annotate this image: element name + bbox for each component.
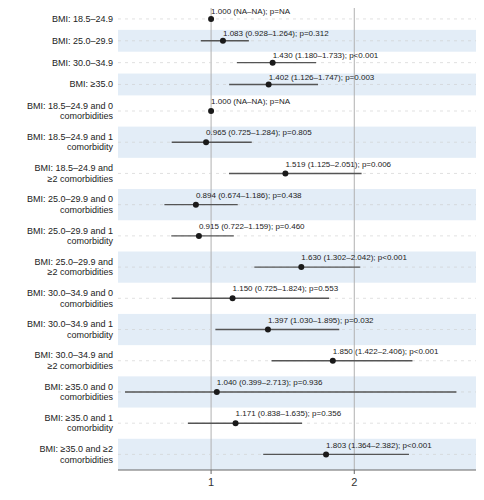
row-label: BMI: ≥35.0 and ≥2comorbidities bbox=[40, 444, 114, 465]
estimate-point bbox=[208, 108, 214, 114]
annotation: 1.519 (1.125–2.051); p=0.006 bbox=[285, 160, 391, 169]
tick-mark bbox=[211, 470, 212, 474]
annotations: 1.000 (NA–NA); p=NA 1.083 (0.928–1.264); … bbox=[196, 7, 439, 449]
annotation: 1.171 (0.838–1.635); p=0.356 bbox=[236, 409, 342, 418]
tick-label: 1 bbox=[208, 476, 214, 488]
confidence-interval bbox=[229, 84, 318, 85]
row-label: BMI: 30.0–34.9 and 1comorbidity bbox=[27, 319, 114, 340]
confidence-interval bbox=[172, 142, 252, 143]
annotation: 1.083 (0.928–1.264); p=0.312 bbox=[223, 29, 329, 38]
row-guide bbox=[118, 204, 476, 205]
annotation: 1.630 (1.302–2.042); p<0.001 bbox=[301, 253, 407, 262]
row-guide bbox=[118, 329, 476, 330]
row-guide bbox=[118, 391, 476, 392]
row-guides bbox=[118, 19, 476, 454]
annotation: 0.965 (0.725–1.284); p=0.805 bbox=[206, 128, 312, 137]
row-band bbox=[118, 74, 476, 96]
row-band bbox=[118, 251, 476, 282]
row-label: BMI: 30.0–34.9 and≥2 comorbidities bbox=[34, 350, 113, 371]
row-band bbox=[118, 30, 476, 52]
estimate-point bbox=[203, 139, 209, 145]
confidence-interval bbox=[237, 62, 316, 63]
confidence-interval bbox=[272, 360, 413, 361]
row-guide bbox=[118, 423, 476, 424]
estimate-point bbox=[193, 202, 199, 208]
annotation: 1.150 (0.725–1.824); p=0.553 bbox=[233, 284, 339, 293]
axis-line bbox=[118, 470, 476, 471]
row-label: BMI: 30.0–34.9 bbox=[52, 58, 113, 68]
row-guide bbox=[118, 62, 476, 63]
row-label: BMI: 25.0–29.9 and 1comorbidity bbox=[27, 226, 114, 247]
row-band bbox=[118, 189, 476, 220]
estimate-point bbox=[330, 358, 336, 364]
chart: 1.000 (NA–NA); p=NA 1.083 (0.928–1.264); … bbox=[0, 0, 484, 500]
row-guide bbox=[118, 235, 476, 236]
estimate-point bbox=[233, 420, 239, 426]
row-label: BMI: ≥35.0 and 1comorbidity bbox=[45, 413, 114, 434]
estimate-point bbox=[230, 295, 236, 301]
x-axis: 12 bbox=[118, 470, 476, 488]
annotation: 0.894 (0.674–1.186); p=0.438 bbox=[196, 191, 302, 200]
confidence-interval bbox=[164, 204, 237, 205]
tick-label: 2 bbox=[351, 476, 357, 488]
annotation: 1.402 (1.126–1.747); p=0.003 bbox=[269, 73, 375, 82]
estimate-point bbox=[220, 38, 226, 44]
estimate-point bbox=[266, 81, 272, 87]
row-label: BMI: 18.5–24.9 and 0comorbidities bbox=[27, 101, 114, 122]
row-band bbox=[118, 439, 476, 470]
annotation: 1.000 (NA–NA); p=NA bbox=[211, 97, 291, 106]
tick-mark bbox=[354, 470, 355, 474]
estimate-point bbox=[270, 60, 276, 66]
row-guide bbox=[118, 360, 476, 361]
estimate-point bbox=[196, 233, 202, 239]
row-band bbox=[118, 314, 476, 345]
row-guide bbox=[118, 298, 476, 299]
row-label: BMI: 25.0–29.9 and 0comorbidities bbox=[27, 194, 114, 215]
row-label: BMI: ≥35.0 and 0comorbidities bbox=[45, 382, 114, 403]
confidence-interval bbox=[263, 454, 409, 455]
row-guide bbox=[118, 18, 476, 19]
row-label: BMI: 25.0–29.9 and≥2 comorbidities bbox=[34, 257, 113, 278]
annotation: 1.803 (1.364–2.382); p<0.001 bbox=[326, 441, 432, 450]
confidence-interval bbox=[125, 391, 456, 392]
row-label: BMI: 18.5–24.9 and 1comorbidity bbox=[27, 132, 114, 153]
confidence-interval bbox=[229, 173, 362, 174]
confidence-interval bbox=[215, 329, 339, 330]
row-guide bbox=[118, 454, 476, 455]
annotation: 0.915 (0.722–1.159); p=0.460 bbox=[199, 222, 305, 231]
row-label: BMI: ≥35.0 bbox=[70, 79, 113, 89]
row-guide bbox=[118, 173, 476, 174]
confidence-interval bbox=[171, 235, 234, 236]
estimate-point bbox=[265, 327, 271, 333]
estimate-point bbox=[323, 451, 329, 457]
row-guide bbox=[118, 84, 476, 85]
row-band bbox=[118, 376, 476, 407]
estimate-point bbox=[214, 389, 220, 395]
row-label: BMI: 30.0–34.9 and 0comorbidities bbox=[27, 288, 114, 309]
row-band bbox=[118, 127, 476, 158]
confidence-interval bbox=[172, 298, 329, 299]
marks bbox=[125, 16, 456, 457]
annotation: 1.397 (1.030–1.895); p=0.032 bbox=[268, 316, 374, 325]
grid-line bbox=[211, 8, 212, 470]
row-guide bbox=[118, 40, 476, 41]
row-guide bbox=[118, 267, 476, 268]
row-guide bbox=[118, 142, 476, 143]
estimate-point bbox=[298, 264, 304, 270]
annotation: 1.000 (NA–NA); p=NA bbox=[211, 7, 291, 16]
row-label: BMI: 18.5–24.9 and≥2 comorbidities bbox=[34, 163, 113, 184]
annotation: 1.850 (1.422–2.406); p<0.001 bbox=[333, 347, 439, 356]
row-label: BMI: 18.5–24.9 bbox=[52, 14, 113, 24]
row-bands bbox=[118, 30, 476, 470]
estimate-point bbox=[208, 16, 214, 22]
row-labels: BMI: 18.5–24.9 BMI: 25.0–29.9 BMI: 30.0–34… bbox=[27, 14, 114, 465]
annotation: 1.430 (1.180–1.733); p<0.001 bbox=[273, 51, 379, 60]
confidence-interval bbox=[254, 266, 360, 267]
row-label: BMI: 25.0–29.9 bbox=[52, 36, 113, 46]
annotation: 1.040 (0.399–2.713); p=0.936 bbox=[217, 378, 323, 387]
row-guide bbox=[118, 111, 476, 112]
confidence-interval bbox=[188, 422, 302, 423]
estimate-point bbox=[282, 170, 288, 176]
